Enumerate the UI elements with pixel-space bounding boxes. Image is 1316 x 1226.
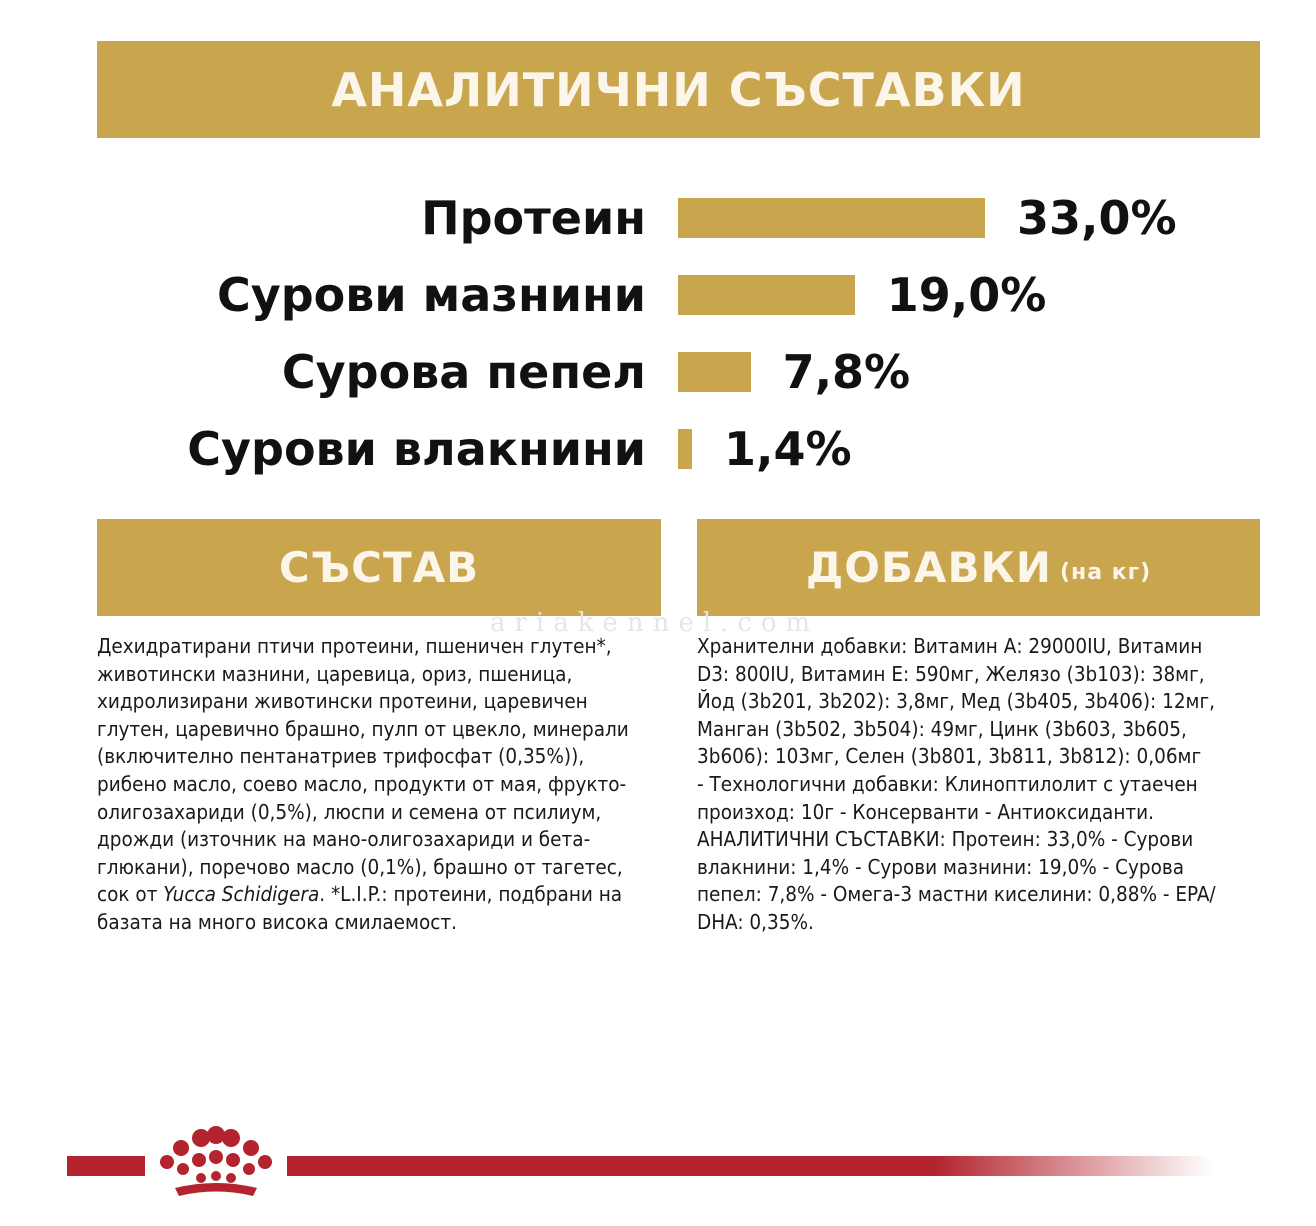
analytics-bar bbox=[678, 429, 692, 469]
royal-canin-crown-icon bbox=[160, 1126, 272, 1196]
footer-line-left bbox=[67, 1156, 145, 1176]
composition-line: рибено масло, соево масло, продукти от м… bbox=[97, 771, 627, 796]
additives-title: ДОБАВКИ bbox=[805, 543, 1052, 592]
analytics-bar bbox=[678, 352, 751, 392]
composition-line: базата на много висока смилаемост. bbox=[97, 909, 457, 934]
composition-line: олигозахариди (0,5%), люспи и семена от … bbox=[97, 799, 602, 824]
additives-line: Хранителни добавки: Витамин А: 29000IU, … bbox=[697, 634, 1203, 658]
analytics-row: Сурова пепел 7,8% bbox=[0, 342, 1316, 402]
analytics-title: АНАЛИТИЧНИ СЪСТАВКИ bbox=[331, 62, 1026, 117]
composition-line: глутен, царевично брашно, пулп от цвекло… bbox=[97, 716, 629, 741]
analytics-label: Протеин bbox=[421, 191, 646, 245]
additives-unit: (на кг) bbox=[1059, 560, 1152, 585]
additives-line: произход: 10г - Консерванти - Антиоксида… bbox=[697, 799, 1154, 824]
watermark: ariakennel.com bbox=[490, 608, 820, 638]
analytics-label: Сурова пепел bbox=[281, 345, 646, 399]
composition-line: (включително пентанатриев трифосфат (0,3… bbox=[97, 744, 585, 769]
analytics-header-banner: АНАЛИТИЧНИ СЪСТАВКИ bbox=[97, 41, 1260, 138]
analytics-row: Сурови мазнини 19,0% bbox=[0, 265, 1316, 325]
analytics-value: 1,4% bbox=[724, 422, 852, 476]
additives-line: пепел: 7,8% - Омега-3 мастни киселини: 0… bbox=[697, 882, 1216, 907]
analytics-bar bbox=[678, 275, 855, 315]
composition-line: Дехидратирани птичи протеини, пшеничен г… bbox=[97, 634, 612, 658]
analytics-value: 19,0% bbox=[886, 268, 1047, 322]
additives-line: DHA: 0,35%. bbox=[697, 909, 814, 934]
composition-text: Дехидратирани птичи протеини, пшеничен г… bbox=[97, 633, 663, 937]
composition-line: глюкани), поречово масло (0,1%), брашно … bbox=[97, 854, 623, 879]
analytics-label: Сурови влакнини bbox=[187, 422, 646, 476]
additives-banner: ДОБАВКИ (на кг) bbox=[697, 519, 1260, 616]
composition-line: дрожди (източник на мано-олигозахариди и… bbox=[97, 827, 591, 852]
footer-line-right bbox=[287, 1156, 1212, 1176]
additives-line: - Технологични добавки: Клиноптилолит с … bbox=[697, 771, 1198, 796]
analytics-bar bbox=[678, 198, 985, 238]
composition-line-prefix: сок от bbox=[97, 882, 164, 907]
analytics-row: Протеин 33,0% bbox=[0, 188, 1316, 248]
additives-line: Йод (3b201, 3b202): 3,8мг, Мед (3b405, 3… bbox=[697, 689, 1216, 714]
analytics-row: Сурови влакнини 1,4% bbox=[0, 419, 1316, 479]
composition-line: хидролизирани животински протеини, царев… bbox=[97, 689, 588, 714]
analytics-value: 7,8% bbox=[782, 345, 911, 399]
analytics-label: Сурови мазнини bbox=[216, 268, 646, 322]
composition-line-italic: Yucca Schidigera bbox=[163, 882, 320, 907]
composition-line: сок от Yucca Schidigera. *L.I.P.: протеи… bbox=[97, 881, 663, 909]
additives-line: Манган (3b502, 3b504): 49мг, Цинк (3b603… bbox=[697, 716, 1187, 741]
additives-text: Хранителни добавки: Витамин А: 29000IU, … bbox=[697, 633, 1267, 937]
additives-line: 3b606): 103мг, Селен (3b801, 3b811, 3b81… bbox=[697, 744, 1202, 769]
composition-banner: СЪСТАВ bbox=[97, 519, 661, 616]
additives-line: влакнини: 1,4% - Сурови мазнини: 19,0% -… bbox=[697, 854, 1185, 879]
composition-line-suffix: . *L.I.P.: протеини, подбрани на bbox=[319, 882, 623, 907]
composition-lines: Дехидратирани птичи протеини, пшеничен г… bbox=[97, 633, 663, 881]
composition-line: животински мазнини, царевица, ориз, пшен… bbox=[97, 661, 573, 686]
composition-title: СЪСТАВ bbox=[278, 543, 480, 592]
additives-line: D3: 800IU, Витамин Е: 590мг, Желязо (3b1… bbox=[697, 661, 1205, 686]
additives-line: АНАЛИТИЧНИ СЪСТАВКИ: Протеин: 33,0% - Су… bbox=[697, 827, 1194, 852]
analytics-value: 33,0% bbox=[1017, 191, 1177, 245]
